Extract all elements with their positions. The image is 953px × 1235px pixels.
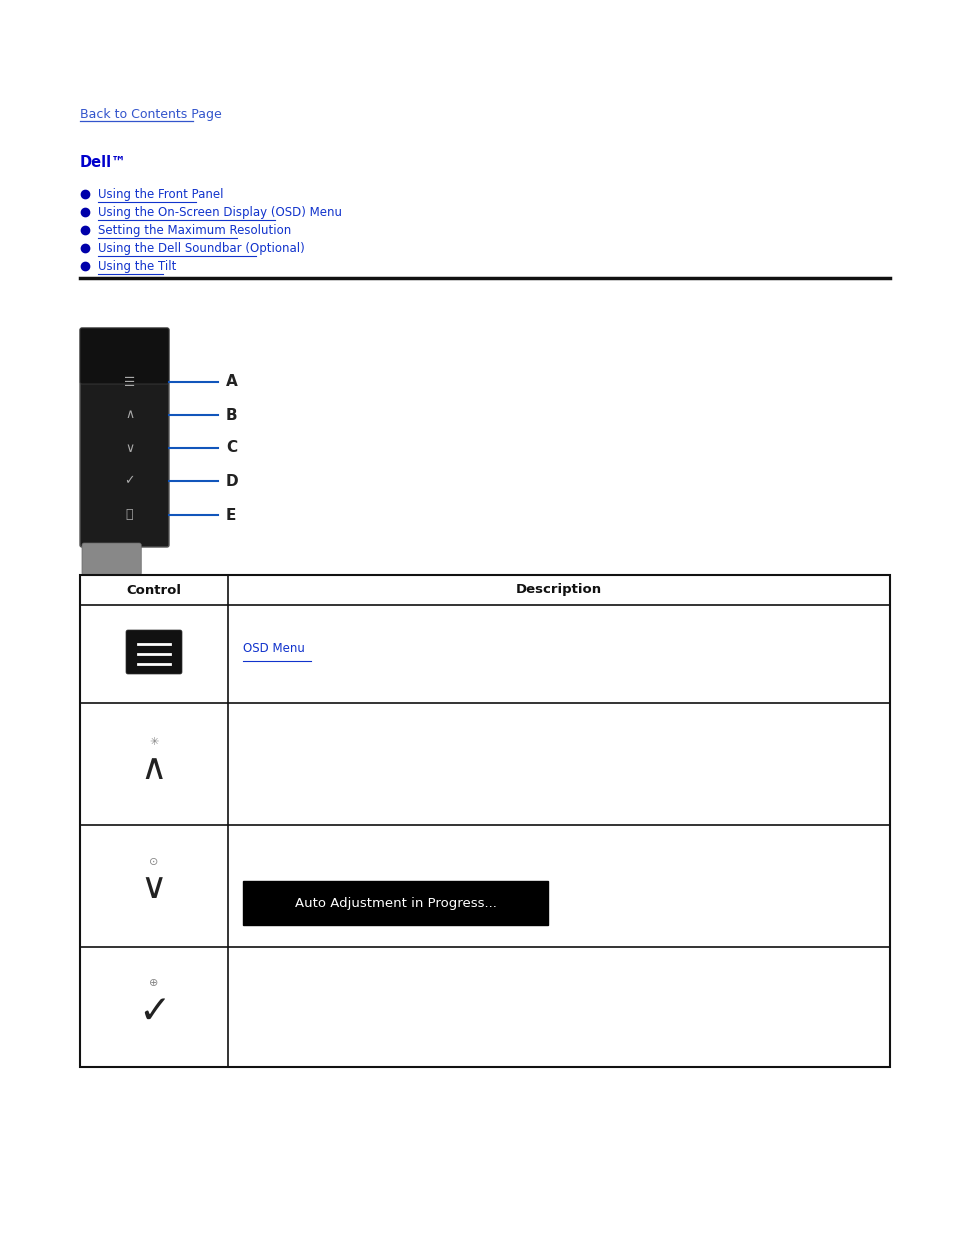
- Text: Using the Dell Soundbar (Optional): Using the Dell Soundbar (Optional): [98, 242, 304, 254]
- Text: Using the Tilt: Using the Tilt: [98, 261, 176, 273]
- Text: ☰: ☰: [124, 375, 135, 389]
- Text: ∨: ∨: [141, 871, 167, 905]
- Text: ✓: ✓: [137, 993, 171, 1031]
- Text: A: A: [226, 374, 237, 389]
- Text: Back to Contents Page: Back to Contents Page: [80, 107, 221, 121]
- Text: E: E: [226, 508, 236, 522]
- FancyBboxPatch shape: [82, 543, 141, 576]
- FancyBboxPatch shape: [80, 329, 169, 547]
- Text: Setting the Maximum Resolution: Setting the Maximum Resolution: [98, 224, 291, 237]
- Text: ✳: ✳: [150, 737, 158, 747]
- Text: Auto Adjustment in Progress...: Auto Adjustment in Progress...: [294, 897, 496, 909]
- Text: ⊙: ⊙: [150, 857, 158, 867]
- FancyBboxPatch shape: [126, 630, 182, 674]
- Bar: [243, 881, 547, 925]
- Text: ⏻: ⏻: [126, 509, 133, 521]
- Text: Using the On-Screen Display (OSD) Menu: Using the On-Screen Display (OSD) Menu: [98, 206, 341, 219]
- Text: Using the Front Panel: Using the Front Panel: [98, 188, 223, 201]
- Bar: [80, 576, 889, 1067]
- Text: Control: Control: [127, 583, 181, 597]
- Text: ∧: ∧: [141, 752, 167, 785]
- Text: C: C: [226, 441, 237, 456]
- Text: OSD Menu: OSD Menu: [243, 642, 305, 656]
- Text: D: D: [226, 473, 238, 489]
- Text: ⊕: ⊕: [150, 978, 158, 988]
- Text: ∨: ∨: [125, 441, 134, 454]
- Text: ∧: ∧: [125, 409, 134, 421]
- Text: ✓: ✓: [124, 474, 134, 488]
- FancyBboxPatch shape: [80, 329, 169, 384]
- Text: B: B: [226, 408, 237, 422]
- Text: Description: Description: [516, 583, 601, 597]
- Text: Dell™: Dell™: [80, 156, 127, 170]
